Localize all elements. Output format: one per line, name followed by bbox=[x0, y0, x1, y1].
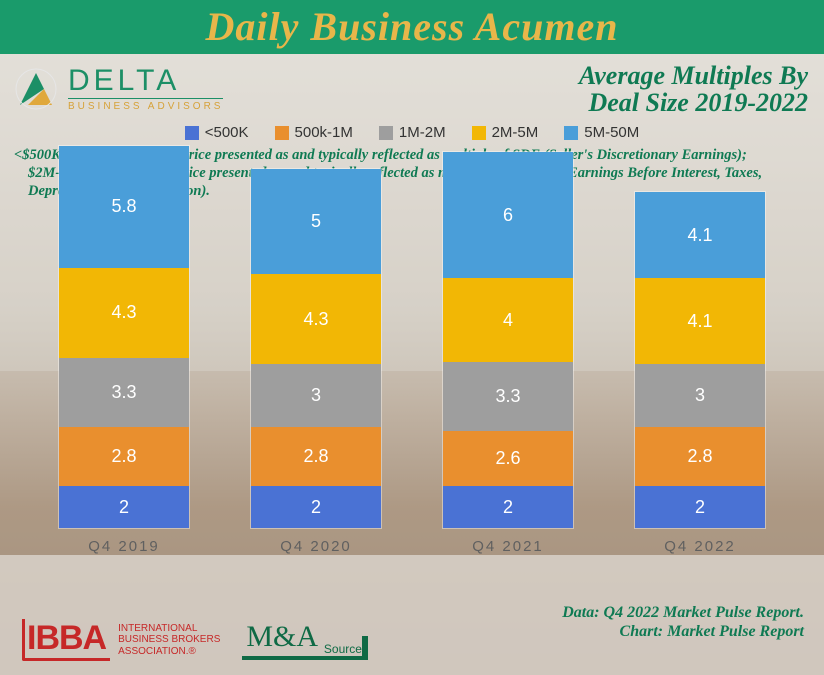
legend-item: 5M-50M bbox=[564, 124, 639, 141]
legend-label: <500K bbox=[205, 124, 249, 141]
chart-segment: 3 bbox=[251, 364, 381, 427]
legend: <500K 500k-1M 1M-2M 2M-5M 5M-50M bbox=[0, 124, 824, 141]
chart-stack: 22.63.346 bbox=[443, 152, 573, 528]
ibba-line-2: BUSINESS BROKERS bbox=[118, 634, 220, 646]
legend-label: 500k-1M bbox=[295, 124, 353, 141]
ibba-logo: IBBA INTERNATIONAL BUSINESS BROKERS ASSO… bbox=[22, 619, 220, 661]
legend-swatch bbox=[275, 126, 289, 140]
chart-segment: 2 bbox=[251, 486, 381, 528]
chart-segment: 5.8 bbox=[59, 146, 189, 268]
chart-stack: 22.834.35 bbox=[251, 169, 381, 528]
stacked-bar-chart: 22.83.34.35.8Q4 201922.834.35Q4 202022.6… bbox=[28, 170, 796, 555]
chart-column: 22.83.34.35.8 Q4 2019 bbox=[49, 146, 199, 555]
chart-segment: 4.3 bbox=[59, 268, 189, 358]
page-title: Daily Business Acumen bbox=[206, 7, 619, 47]
x-axis-label: Q4 2022 bbox=[664, 538, 736, 555]
legend-item: <500K bbox=[185, 124, 249, 141]
legend-item: 2M-5M bbox=[472, 124, 539, 141]
ma-source-logo: M&A Source bbox=[242, 620, 366, 660]
chart-stack: 22.83.34.35.8 bbox=[59, 146, 189, 528]
chart-stack: 22.834.14.1 bbox=[635, 192, 765, 528]
legend-swatch bbox=[564, 126, 578, 140]
ibba-logo-mark: IBBA bbox=[22, 619, 110, 661]
chart-column: 22.834.35 Q4 2020 bbox=[241, 169, 391, 555]
ibba-line-1: INTERNATIONAL bbox=[118, 623, 220, 635]
subtitle-line-1: Average Multiples By bbox=[579, 62, 808, 89]
chart-segment: 6 bbox=[443, 152, 573, 278]
chart-column: 22.63.346 Q4 2021 bbox=[433, 152, 583, 555]
ma-source-text: M&A bbox=[246, 620, 316, 653]
chart-segment: 2.8 bbox=[59, 427, 189, 486]
chart-segment: 2 bbox=[443, 486, 573, 528]
legend-label: 1M-2M bbox=[399, 124, 446, 141]
chart-segment: 4.3 bbox=[251, 274, 381, 364]
ibba-line-3: ASSOCIATION.® bbox=[118, 646, 220, 658]
chart-segment: 3.3 bbox=[59, 358, 189, 427]
chart-segment: 4.1 bbox=[635, 192, 765, 278]
title-bar: Daily Business Acumen bbox=[0, 0, 824, 54]
delta-logo: DELTA BUSINESS ADVISORS bbox=[14, 66, 223, 112]
chart-segment: 4 bbox=[443, 278, 573, 362]
credit-line-2: Chart: Market Pulse Report bbox=[562, 622, 804, 641]
legend-label: 5M-50M bbox=[584, 124, 639, 141]
legend-swatch bbox=[185, 126, 199, 140]
chart-column: 22.834.14.1Q4 2022 bbox=[625, 192, 775, 555]
legend-swatch bbox=[379, 126, 393, 140]
chart-segment: 5 bbox=[251, 169, 381, 274]
delta-logo-subtext: BUSINESS ADVISORS bbox=[68, 102, 223, 112]
subtitle: Average Multiples By Deal Size 2019-2022 bbox=[579, 62, 808, 117]
credit-line-1: Data: Q4 2022 Market Pulse Report. bbox=[562, 603, 804, 622]
x-axis-label: Q4 2021 bbox=[472, 538, 544, 555]
chart-segment: 2 bbox=[635, 486, 765, 528]
chart-segment: 2.8 bbox=[251, 427, 381, 486]
delta-logo-text: DELTA bbox=[68, 66, 223, 99]
subtitle-line-2: Deal Size 2019-2022 bbox=[579, 89, 808, 116]
x-axis-label: Q4 2019 bbox=[88, 538, 160, 555]
legend-swatch bbox=[472, 126, 486, 140]
ma-source-sub: Source bbox=[324, 642, 362, 656]
chart-segment: 4.1 bbox=[635, 278, 765, 364]
chart-segment: 3 bbox=[635, 364, 765, 427]
legend-label: 2M-5M bbox=[492, 124, 539, 141]
footer-logos: IBBA INTERNATIONAL BUSINESS BROKERS ASSO… bbox=[22, 619, 366, 661]
chart-segment: 2.6 bbox=[443, 431, 573, 486]
delta-logo-icon bbox=[14, 67, 58, 111]
chart-segment: 2.8 bbox=[635, 427, 765, 486]
header-row: DELTA BUSINESS ADVISORS Average Multiple… bbox=[0, 54, 824, 120]
x-axis-label: Q4 2020 bbox=[280, 538, 352, 555]
chart-segment: 3.3 bbox=[443, 362, 573, 431]
credits: Data: Q4 2022 Market Pulse Report. Chart… bbox=[562, 603, 804, 641]
legend-item: 500k-1M bbox=[275, 124, 353, 141]
chart-segment: 2 bbox=[59, 486, 189, 528]
legend-item: 1M-2M bbox=[379, 124, 446, 141]
